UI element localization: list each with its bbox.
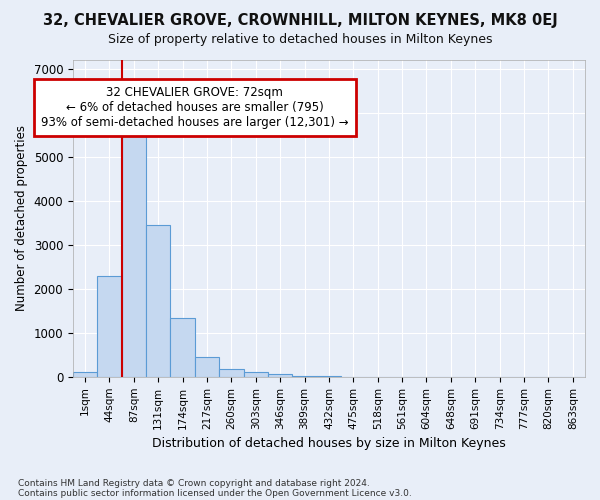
Text: 32 CHEVALIER GROVE: 72sqm
← 6% of detached houses are smaller (795)
93% of semi-: 32 CHEVALIER GROVE: 72sqm ← 6% of detach… [41,86,349,130]
Text: Contains HM Land Registry data © Crown copyright and database right 2024.: Contains HM Land Registry data © Crown c… [18,478,370,488]
Bar [268,374,292,377]
Bar [219,369,244,377]
Bar [122,136,146,377]
Text: Contains public sector information licensed under the Open Government Licence v3: Contains public sector information licen… [18,488,412,498]
Bar [170,318,195,377]
Y-axis label: Number of detached properties: Number of detached properties [15,126,28,312]
Bar [244,372,268,377]
Text: 32, CHEVALIER GROVE, CROWNHILL, MILTON KEYNES, MK8 0EJ: 32, CHEVALIER GROVE, CROWNHILL, MILTON K… [43,12,557,28]
Bar [146,226,170,377]
Bar [73,372,97,377]
Text: Size of property relative to detached houses in Milton Keynes: Size of property relative to detached ho… [108,32,492,46]
Bar [97,276,122,377]
X-axis label: Distribution of detached houses by size in Milton Keynes: Distribution of detached houses by size … [152,437,506,450]
Bar [195,357,219,377]
